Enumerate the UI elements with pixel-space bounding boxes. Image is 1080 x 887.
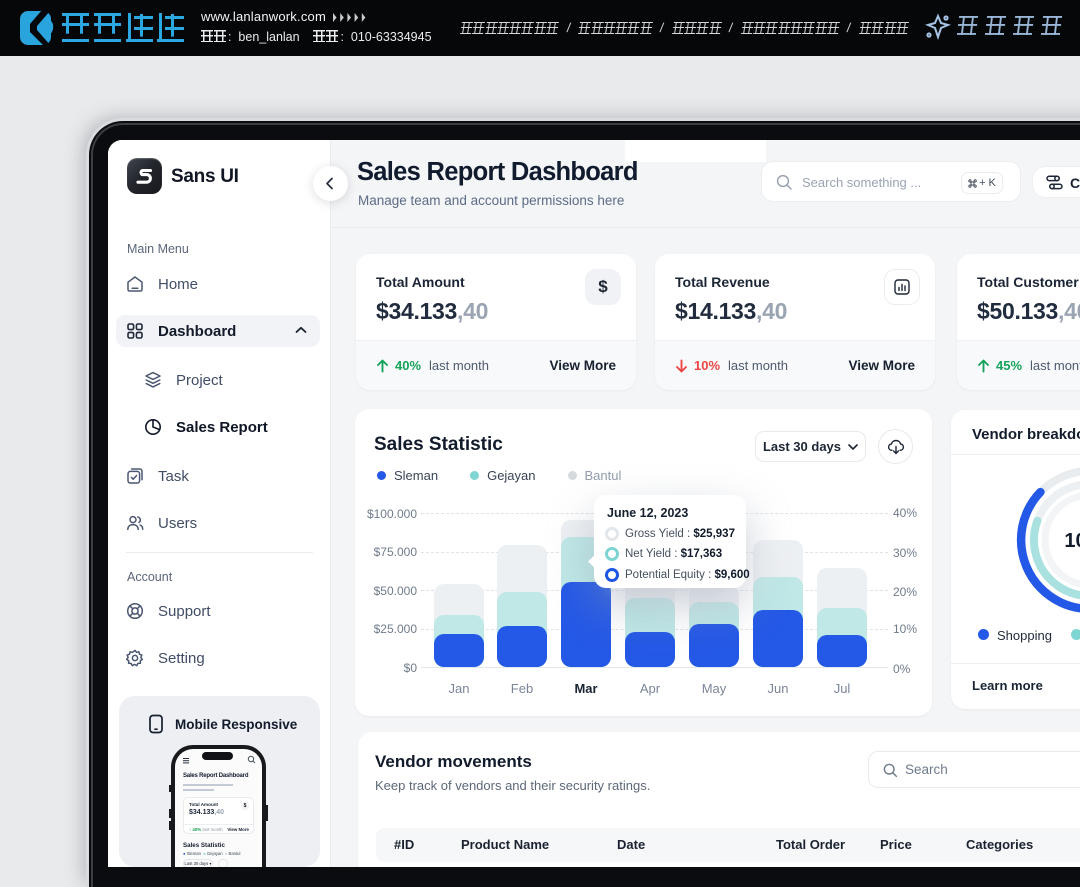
svg-text:100%: 100%	[1064, 530, 1080, 552]
